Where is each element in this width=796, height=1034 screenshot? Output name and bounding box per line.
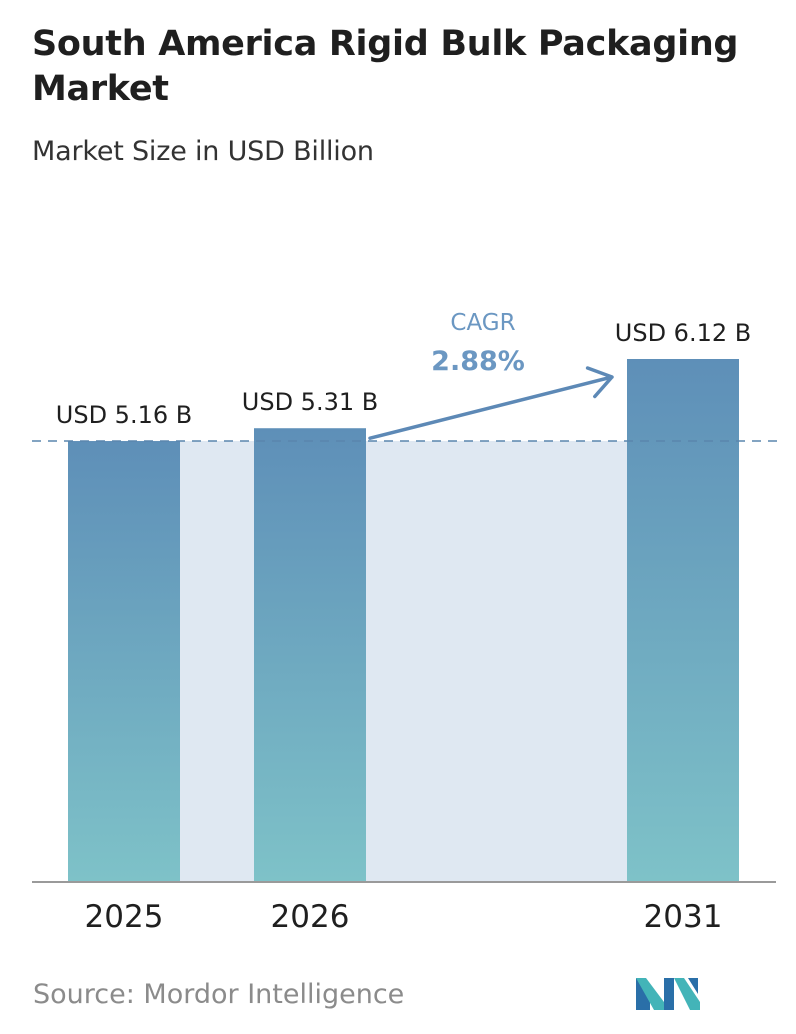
category-labels-group: 2025 2026 2031 bbox=[85, 899, 723, 935]
category-label-2026: 2026 bbox=[271, 899, 350, 935]
bar-2026 bbox=[254, 428, 366, 882]
mordor-intelligence-logo-icon bbox=[636, 978, 700, 1010]
value-label-2026: USD 5.31 B bbox=[242, 388, 378, 416]
cagr-value: 2.88% bbox=[431, 346, 525, 377]
bar-2025 bbox=[68, 441, 180, 882]
chart-subtitle: Market Size in USD Billion bbox=[32, 136, 374, 167]
value-label-2031: USD 6.12 B bbox=[615, 319, 751, 347]
source-label: Source: Mordor Intelligence bbox=[33, 979, 405, 1010]
cagr-arrow-icon bbox=[368, 366, 614, 440]
cagr-annotation: CAGR 2.88% bbox=[368, 310, 614, 440]
value-labels-group: USD 5.16 B USD 5.31 B USD 6.12 B bbox=[56, 319, 751, 429]
bar-2031 bbox=[627, 359, 739, 882]
category-label-2025: 2025 bbox=[85, 899, 164, 935]
value-label-2025: USD 5.16 B bbox=[56, 401, 192, 429]
bars-group bbox=[68, 359, 739, 882]
chart-title: South America Rigid Bulk Packaging Marke… bbox=[32, 24, 739, 109]
category-label-2031: 2031 bbox=[644, 899, 723, 935]
cagr-label: CAGR bbox=[450, 310, 515, 336]
